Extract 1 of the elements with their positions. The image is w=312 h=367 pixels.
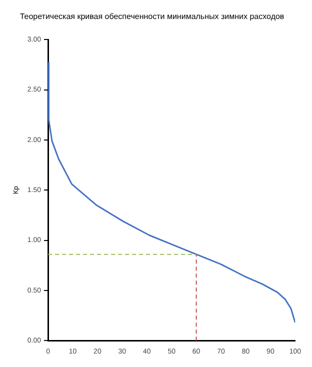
chart-title: Теоретическая кривая обеспеченности минимальных зимних расходов — [20, 12, 284, 22]
